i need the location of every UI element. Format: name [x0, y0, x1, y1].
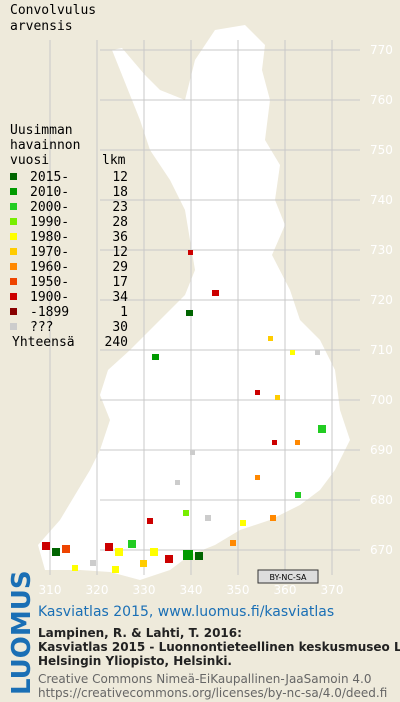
legend-count: 12 — [112, 170, 128, 185]
y-grid-label: 730 — [370, 243, 393, 257]
y-grid-label: 680 — [370, 493, 393, 507]
x-grid-label: 330 — [133, 583, 156, 597]
y-grid-label: 690 — [370, 443, 393, 457]
logo: LUOMUS — [7, 570, 37, 695]
species-title: arvensis — [10, 19, 73, 34]
species-title: Convolvulus — [10, 3, 96, 18]
legend-label: 1900- — [30, 290, 69, 305]
x-grid-label: 340 — [180, 583, 203, 597]
citation-line: Lampinen, R. & Lahti, T. 2016: — [38, 626, 242, 640]
legend-label: -1899 — [30, 305, 69, 320]
y-grid-label: 770 — [370, 43, 393, 57]
legend-total-label: Yhteensä — [12, 335, 75, 350]
legend-count: 29 — [112, 260, 128, 275]
x-grid-label: 370 — [321, 583, 344, 597]
y-grid-label: 740 — [370, 193, 393, 207]
license-badge: BY-NC-SA — [269, 573, 307, 582]
x-grid-label: 310 — [39, 583, 62, 597]
legend-swatch — [10, 323, 17, 330]
license-line: Creative Commons Nimeä-EiKaupallinen-Jaa… — [38, 672, 372, 686]
legend-count: 1 — [120, 305, 128, 320]
legend-count: 23 — [112, 200, 128, 215]
legend-label: 1960- — [30, 260, 69, 275]
legend-label: 1970- — [30, 245, 69, 260]
legend-swatch — [10, 233, 17, 240]
site-link[interactable]: Kasviatlas 2015, www.luomus.fi/kasviatla… — [38, 604, 334, 620]
legend-heading: Uusimman — [10, 123, 73, 138]
legend-label: 1950- — [30, 275, 69, 290]
x-grid-label: 320 — [86, 583, 109, 597]
license-line: https://creativecommons.org/licenses/by-… — [38, 686, 387, 700]
legend-label: 2010- — [30, 185, 69, 200]
legend-col-year: vuosi — [10, 153, 49, 168]
legend-swatch — [10, 203, 17, 210]
legend-label: 2000- — [30, 200, 69, 215]
legend-total-count: 240 — [105, 335, 128, 350]
legend-count: 17 — [112, 275, 128, 290]
legend-label: 1980- — [30, 230, 69, 245]
legend-count: 34 — [112, 290, 128, 305]
legend-count: 30 — [112, 320, 128, 335]
x-grid-label: 350 — [227, 583, 250, 597]
license-badge-box — [257, 569, 319, 584]
legend-col-count: lkm — [102, 153, 126, 168]
y-grid-label: 750 — [370, 143, 393, 157]
legend-swatch — [10, 263, 17, 270]
x-grid-label: 360 — [274, 583, 297, 597]
legend-swatch — [10, 218, 17, 225]
footer: Lampinen, R. & Lahti, T. 2016:Kasviatlas… — [38, 626, 400, 700]
legend-label: 2015- — [30, 170, 69, 185]
y-grid-label: 700 — [370, 393, 393, 407]
legend-label: ??? — [30, 320, 53, 335]
occurrence-squares — [42, 250, 326, 573]
legend-count: 12 — [112, 245, 128, 260]
legend-swatch — [10, 308, 17, 315]
citation-line: Helsingin Yliopisto, Helsinki. — [38, 654, 232, 668]
y-grid-label: 720 — [370, 293, 393, 307]
legend-swatch — [10, 173, 17, 180]
legend-count: 28 — [112, 215, 128, 230]
legend-count: 18 — [112, 185, 128, 200]
y-grid-label: 760 — [370, 93, 393, 107]
legend-count: 36 — [112, 230, 128, 245]
finland-shape — [38, 25, 350, 580]
legend-swatch — [10, 248, 17, 255]
legend-label: 1990- — [30, 215, 69, 230]
legend-swatch — [10, 278, 17, 285]
y-grid-label: 710 — [370, 343, 393, 357]
y-grid-label: 670 — [370, 543, 393, 557]
legend-heading: havainnon — [10, 138, 80, 153]
legend-swatch — [10, 293, 17, 300]
grid: 770 760 750 740 730 720 710 700 690 680 670 310 320 3… — [39, 40, 393, 597]
citation-line: Kasviatlas 2015 - Luonnontieteellinen ke… — [38, 640, 400, 654]
legend-swatch — [10, 188, 17, 195]
